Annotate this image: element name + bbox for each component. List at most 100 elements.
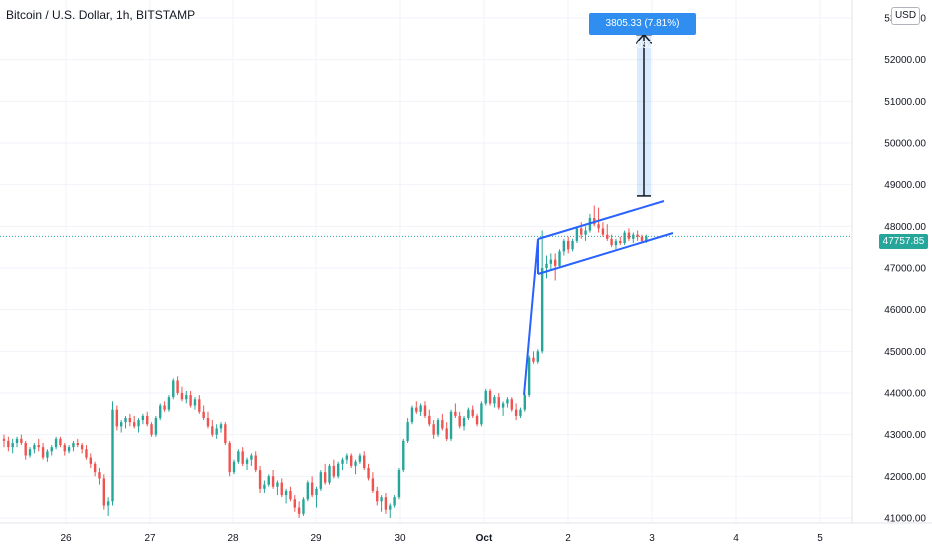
candle-body [562, 240, 566, 252]
measurement-label: 3805.33 (7.81%) 380533 [589, 13, 696, 51]
candle-body [263, 484, 266, 489]
y-tick-label: 42000.00 [884, 472, 926, 483]
candle-body [371, 478, 375, 491]
candle-body [619, 240, 622, 243]
candle-body [111, 409, 114, 502]
candle-body [415, 407, 418, 412]
candle-body [441, 420, 444, 429]
candle-body [2, 438, 6, 441]
candle-body [571, 240, 574, 250]
candle-body [228, 443, 231, 473]
candle-body [80, 445, 84, 450]
candle-body [319, 472, 323, 489]
candle-body [467, 409, 470, 418]
candle-body [336, 463, 340, 477]
candle-body [215, 428, 218, 435]
candle-body [445, 428, 448, 439]
candle-body [310, 482, 314, 496]
candle-body [89, 457, 92, 464]
currency-button[interactable]: USD [891, 7, 920, 25]
candle-body [471, 409, 474, 416]
flag-upper-line [537, 200, 665, 240]
candle-body [180, 393, 184, 400]
candle-body [519, 409, 522, 416]
x-tick-label: 28 [227, 533, 239, 544]
candle-body [610, 238, 613, 246]
x-tick-label: 29 [310, 533, 322, 544]
candle-body [41, 447, 45, 458]
candle-body [423, 405, 427, 416]
candle-body [159, 405, 162, 418]
y-tick-label: 46000.00 [884, 305, 926, 316]
y-tick-label: 44000.00 [884, 389, 926, 400]
candle-body [154, 418, 158, 435]
candle-body [50, 447, 53, 452]
candle-body [98, 472, 101, 479]
candle-body [406, 422, 409, 441]
candle-body [558, 251, 561, 266]
y-tick-label: 45000.00 [884, 347, 926, 358]
candle-body [323, 472, 327, 483]
candle-body [601, 228, 605, 235]
candle-body [363, 455, 366, 468]
candle-body [584, 230, 587, 235]
candle-body [632, 234, 635, 239]
candle-body [462, 418, 466, 427]
candle-body [7, 440, 10, 448]
candle-body [119, 422, 123, 427]
candle-body [293, 499, 296, 508]
candle-body [575, 228, 579, 241]
candle-body [454, 411, 457, 416]
candle-body [172, 380, 175, 398]
candle-body [432, 424, 435, 435]
candle-body [124, 418, 127, 423]
candle-body [606, 234, 609, 239]
candle-body [315, 488, 318, 496]
candle-body [24, 443, 27, 456]
candle-body [189, 395, 192, 406]
candle-body [380, 497, 383, 502]
candle-body [506, 399, 509, 404]
x-tick-label: 3 [649, 533, 655, 544]
candle-body [306, 482, 309, 500]
candle-body [150, 424, 153, 435]
candle-body [11, 443, 14, 448]
candle-body [402, 440, 405, 471]
candle-body [271, 476, 275, 487]
candle-body [106, 501, 110, 506]
candle-body [567, 240, 570, 250]
candle-body [302, 499, 305, 514]
candle-body [59, 438, 62, 446]
candle-body [501, 403, 505, 408]
candle-body [332, 465, 336, 477]
candle-body [636, 234, 639, 237]
last-price-tag: 47757.85 [879, 234, 928, 249]
candle-body [20, 438, 23, 443]
x-tick-label: Oct [476, 533, 493, 544]
y-tick-label: 43000.00 [884, 430, 926, 441]
candle-body [640, 236, 644, 241]
candle-body [141, 415, 145, 421]
candle-body [419, 405, 422, 412]
candle-body [28, 449, 32, 456]
candle-body [549, 259, 553, 264]
candle-body [72, 443, 75, 448]
candle-body [393, 497, 396, 506]
candle-body [219, 424, 223, 429]
candle-body [493, 397, 496, 404]
candle-body [67, 447, 71, 452]
candle-body [540, 268, 544, 352]
candle-body [289, 490, 292, 500]
candle-body [527, 357, 531, 396]
x-tick-label: 4 [733, 533, 739, 544]
flag-lower-line [537, 232, 674, 275]
candle-body [436, 420, 440, 435]
candle-body [532, 357, 535, 362]
candle-body [597, 224, 600, 229]
candle-body [384, 497, 388, 510]
candle-body [623, 232, 626, 243]
y-tick-label: 48000.00 [884, 222, 926, 233]
candle-body [627, 232, 631, 239]
y-tick-label: 50000.00 [884, 139, 926, 150]
candle-body [358, 455, 362, 462]
